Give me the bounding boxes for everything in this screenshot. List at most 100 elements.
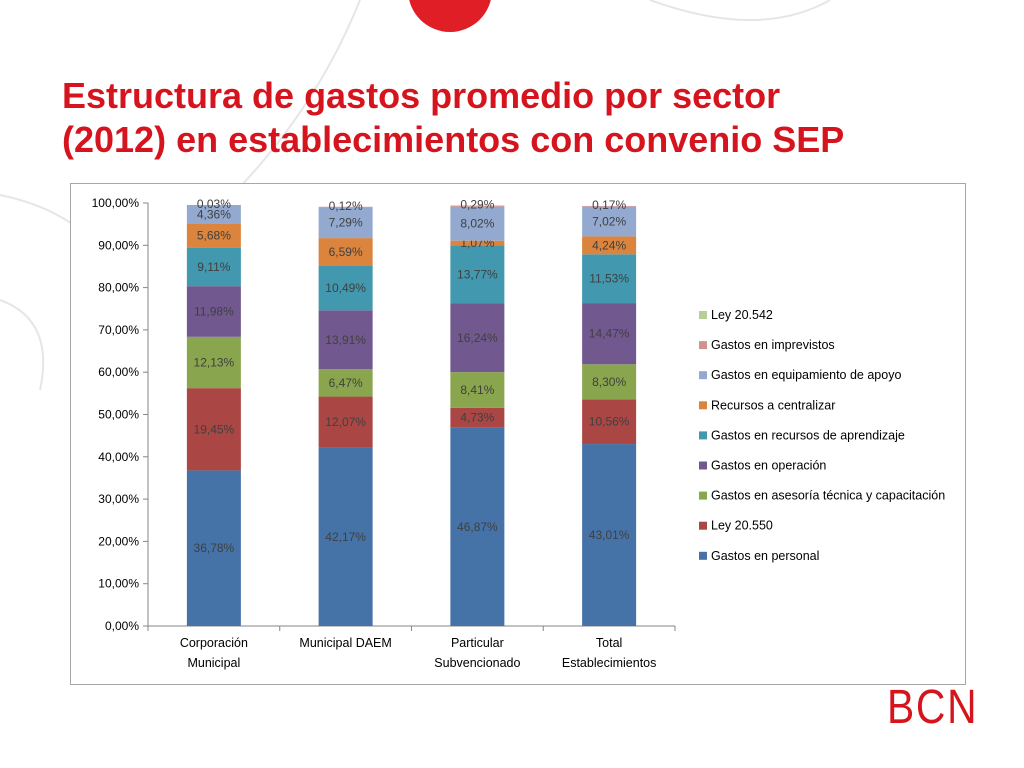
bar-segment: [450, 372, 505, 408]
bar-segment: [450, 245, 505, 304]
y-tick-label: 70,00%: [98, 323, 139, 337]
data-label: 13,77%: [457, 267, 498, 281]
y-tick-label: 80,00%: [98, 281, 139, 295]
y-tick-label: 30,00%: [98, 492, 139, 506]
data-label: 4,73%: [460, 411, 494, 425]
data-label: 0,29%: [460, 198, 494, 212]
stacked-bar-chart: 0,00% 10,00% 20,00% 30,00% 40,00% 50,00% 60,00…: [92, 196, 946, 670]
data-label: 11,98%: [194, 304, 234, 318]
bar-segment: [318, 206, 373, 208]
legend-swatch: [699, 551, 707, 560]
legend-label: Gastos en equipamiento de apoyo: [711, 368, 901, 382]
legend-swatch: [699, 521, 707, 530]
data-label: 19,45%: [194, 422, 235, 436]
bar-segment: [450, 240, 505, 246]
x-category-label: Corporación: [180, 636, 248, 650]
bar-segment: [582, 206, 637, 237]
bar-segment: [582, 364, 637, 400]
data-label: 6,59%: [329, 245, 363, 259]
data-label: 8,41%: [460, 383, 494, 397]
bar-segment: [186, 336, 241, 389]
bar-segment: [318, 265, 373, 311]
bar-segment: [582, 236, 637, 255]
legend-label: Gastos en asesoría técnica y capacitació…: [711, 489, 945, 503]
x-category-label: Establecimientos: [562, 656, 657, 670]
data-label: 43,01%: [589, 528, 630, 542]
data-label: 16,24%: [457, 331, 498, 345]
legend-swatch: [699, 371, 707, 380]
bar-segment: [186, 286, 241, 337]
x-category-label: Particular: [451, 636, 504, 650]
data-label: 7,02%: [592, 215, 626, 229]
y-tick-label: 60,00%: [98, 365, 139, 379]
data-label: 36,78%: [194, 541, 235, 555]
data-label: 42,17%: [325, 530, 366, 544]
y-tick-label: 20,00%: [98, 534, 139, 548]
bar-segment: [582, 254, 637, 304]
x-category-label: Municipal: [187, 656, 240, 670]
legend-label: Gastos en imprevistos: [711, 338, 835, 352]
data-label: 0,03%: [197, 197, 231, 211]
data-label: 8,30%: [592, 375, 626, 389]
y-tick-label: 40,00%: [98, 450, 139, 464]
x-category-label: Total: [596, 636, 622, 650]
accent-circle: [409, 0, 491, 32]
y-tick-label: 100,00%: [92, 196, 140, 210]
bar-segment: [582, 399, 637, 445]
decor-arc-3: [0, 299, 45, 391]
data-label: 6,47%: [329, 376, 363, 390]
legend-swatch: [699, 461, 707, 470]
bar-segment: [450, 407, 505, 428]
chart-container: 0,00% 10,00% 20,00% 30,00% 40,00% 50,00% 60,00…: [70, 183, 966, 685]
data-label: 11,53%: [589, 272, 629, 286]
bar-segment: [186, 223, 241, 248]
legend-swatch: [699, 401, 707, 410]
bar-segment: [450, 427, 505, 626]
legend-label: Gastos en operación: [711, 459, 826, 473]
legend-swatch: [699, 431, 707, 440]
legend-label: Ley 20.542: [711, 308, 773, 322]
legend-label: Ley 20.550: [711, 519, 773, 533]
bar-segment: [186, 205, 241, 224]
title-line-1: Estructura de gastos promedio por sector: [62, 75, 781, 116]
data-label: 4,24%: [592, 238, 626, 252]
x-category-label: Subvencionado: [434, 656, 520, 670]
data-label: 5,68%: [197, 229, 231, 243]
bar-segment: [318, 310, 373, 370]
data-label: 46,87%: [457, 520, 498, 534]
data-label: 10,49%: [325, 281, 366, 295]
bar-segment: [582, 303, 637, 365]
decor-arc-4: [649, 0, 831, 21]
bar-segment: [186, 388, 241, 471]
bar-segment: [186, 470, 241, 626]
data-label: 8,02%: [460, 217, 494, 231]
legend-label: Recursos a centralizar: [711, 398, 835, 412]
bcn-logo: BCN: [887, 681, 979, 734]
data-label: 10,56%: [589, 415, 630, 429]
data-label: 0,17%: [592, 198, 626, 212]
data-label: 0,12%: [329, 199, 363, 213]
y-tick-label: 90,00%: [98, 238, 139, 252]
bar-segment: [582, 444, 637, 626]
bar-segment: [318, 447, 373, 626]
title-line-2: (2012) en establecimientos con convenio …: [62, 119, 845, 160]
bar-segment: [582, 205, 637, 207]
bar-segment: [318, 207, 373, 239]
bar-segment: [186, 205, 241, 206]
legend-swatch: [699, 311, 707, 319]
x-category-label: Municipal DAEM: [299, 636, 391, 650]
legend-label: Gastos en personal: [711, 549, 819, 563]
bar-segment: [318, 238, 373, 266]
y-tick-label: 10,00%: [98, 577, 139, 591]
legend-label: Gastos en recursos de aprendizaje: [711, 428, 905, 442]
legend-swatch: [699, 341, 707, 350]
y-tick-label: 50,00%: [98, 408, 139, 422]
bar-segment: [450, 205, 505, 207]
bar-segment: [318, 369, 373, 397]
y-tick-label: 0,00%: [105, 619, 139, 633]
data-label: 12,07%: [325, 415, 366, 429]
data-label: 9,11%: [197, 260, 230, 274]
data-label: 7,29%: [329, 216, 363, 230]
bar-segment: [450, 303, 505, 373]
slide-title: Estructura de gastos promedio por sector…: [62, 74, 962, 162]
